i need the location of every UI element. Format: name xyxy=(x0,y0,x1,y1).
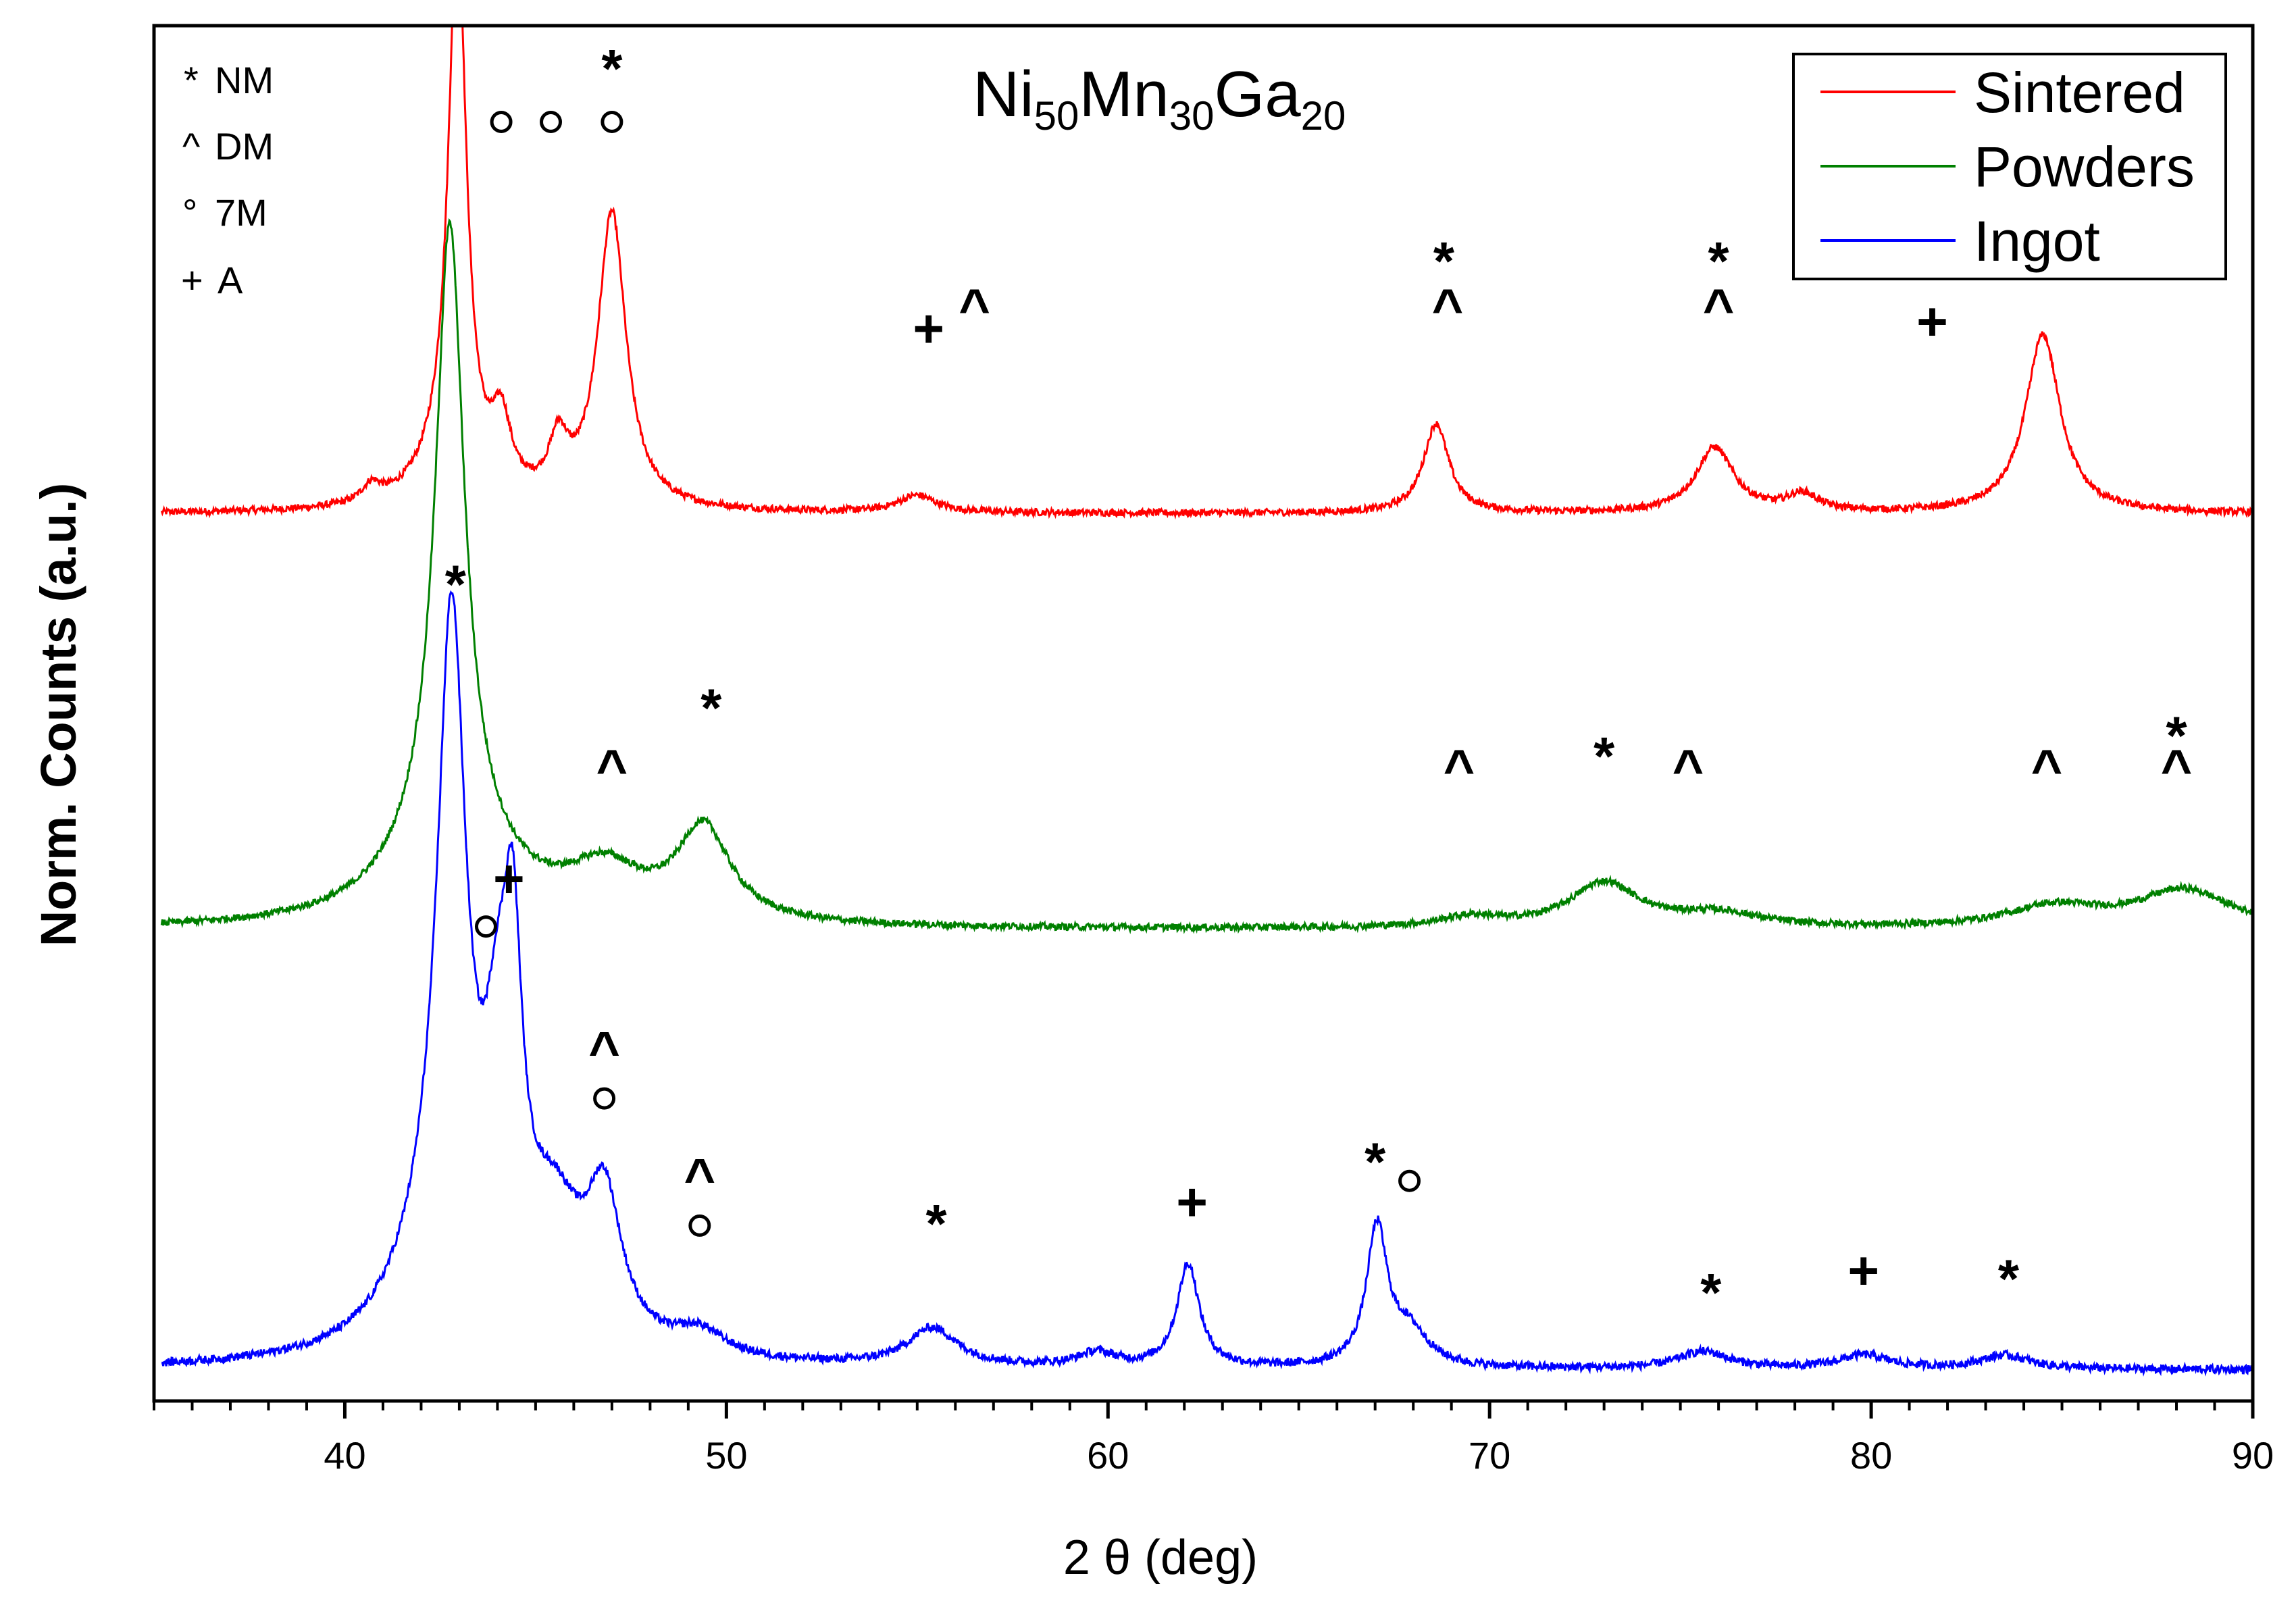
marker-7m xyxy=(1398,1169,1421,1192)
marker-nm: * xyxy=(1433,231,1455,291)
marker-austenite: + xyxy=(493,848,525,909)
marker-7m xyxy=(540,111,563,134)
phase-key-item-7m: ° 7M xyxy=(182,191,267,234)
x-tick-label: 90 xyxy=(2232,1434,2274,1477)
marker-nm: * xyxy=(700,678,722,738)
marker-dm: ^ xyxy=(1432,278,1464,338)
marker-dm: ^ xyxy=(2161,738,2193,798)
marker-dm: ^ xyxy=(684,1148,715,1208)
x-tick-label: 40 xyxy=(324,1434,365,1477)
marker-nm: * xyxy=(1593,726,1615,786)
phase-key-item-a: + A xyxy=(181,259,243,301)
legend-label: Powders xyxy=(1974,135,2195,199)
marker-7m xyxy=(688,1214,711,1237)
legend-item-powders: Powders xyxy=(1820,135,2195,199)
phase-key-label: NM xyxy=(215,59,274,101)
marker-nm: * xyxy=(1708,231,1730,291)
series-layer xyxy=(160,26,2253,1377)
phase-markers: *+^*^*^*+***^^*^^*^+^^*+**+* xyxy=(445,39,2193,1323)
x-axis-ticks xyxy=(153,1401,2255,1419)
x-axis-label: 2 θ (deg) xyxy=(1063,1531,1258,1585)
marker-austenite: + xyxy=(1847,1241,1879,1301)
phase-key-item-nm: * NM xyxy=(184,59,274,101)
series-line-powders xyxy=(160,218,2253,935)
marker-nm: * xyxy=(1998,1249,2020,1309)
chart-title: Ni50Mn30Ga20 xyxy=(973,58,1346,138)
marker-dm: ^ xyxy=(588,1021,620,1081)
x-tick-label: 80 xyxy=(1850,1434,1892,1477)
phase-key-label: DM xyxy=(215,125,274,168)
phase-key-label: 7M xyxy=(215,191,267,234)
marker-austenite: + xyxy=(1916,292,1948,352)
series-line-sintered xyxy=(160,26,2253,520)
marker-nm: * xyxy=(925,1194,947,1254)
phase-key-label: A xyxy=(218,259,243,301)
marker-nm: * xyxy=(445,554,467,614)
marker-austenite: + xyxy=(913,299,944,359)
marker-austenite: + xyxy=(1176,1172,1208,1232)
phase-key-symbol: ° xyxy=(182,191,197,234)
phase-key-symbol: + xyxy=(181,259,203,301)
marker-nm: * xyxy=(601,39,623,99)
marker-nm: * xyxy=(1364,1132,1386,1192)
legend-item-ingot: Ingot xyxy=(1820,209,2100,273)
marker-dm: ^ xyxy=(1444,738,1475,798)
plot-frame xyxy=(152,24,2255,1403)
series-line-ingot xyxy=(161,590,2253,1377)
marker-nm: * xyxy=(2166,705,2187,765)
marker-dm: ^ xyxy=(596,738,628,798)
y-axis-label: Norm. Counts (a.u.) xyxy=(30,483,86,947)
legend-label: Sintered xyxy=(1974,61,2185,124)
title-subscript: 30 xyxy=(1169,93,1215,138)
title-subscript: 20 xyxy=(1301,93,1346,138)
legend-label: Ingot xyxy=(1974,209,2100,273)
marker-nm: * xyxy=(1700,1262,1722,1323)
phase-key-symbol: * xyxy=(184,59,199,101)
x-tick-label: 70 xyxy=(1469,1434,1510,1477)
title-element: Ga xyxy=(1215,58,1302,130)
legend-item-sintered: Sintered xyxy=(1820,61,2185,124)
title-subscript: 50 xyxy=(1034,93,1079,138)
title-element: Ni xyxy=(973,58,1034,130)
marker-dm: ^ xyxy=(959,278,990,338)
legend: Sintered Powders Ingot xyxy=(1792,53,2227,280)
marker-7m xyxy=(490,111,513,134)
marker-dm: ^ xyxy=(1703,278,1735,338)
marker-dm: ^ xyxy=(1673,738,1704,798)
marker-7m xyxy=(593,1087,616,1110)
marker-7m xyxy=(601,111,623,134)
phase-key-symbol: ^ xyxy=(182,125,200,168)
x-tick-label: 60 xyxy=(1087,1434,1129,1477)
phase-key: * NM ^ DM ° 7M + A xyxy=(181,59,274,301)
marker-7m xyxy=(474,915,497,938)
title-element: Mn xyxy=(1079,58,1169,130)
x-tick-label: 50 xyxy=(705,1434,747,1477)
marker-dm: ^ xyxy=(2031,738,2063,798)
phase-key-item-dm: ^ DM xyxy=(182,125,274,168)
x-axis-tick-labels: 40 50 60 70 80 90 xyxy=(324,1434,2274,1477)
